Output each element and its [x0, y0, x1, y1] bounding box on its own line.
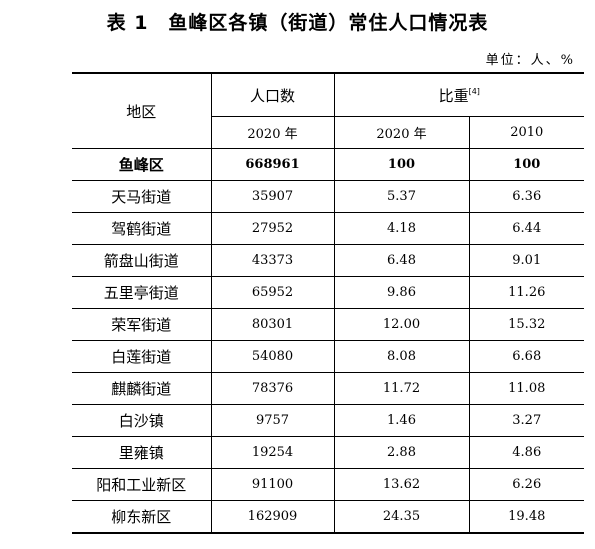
cell-share-2010: 3.27 — [468, 404, 585, 437]
cell-area: 驾鹤街道 — [72, 212, 212, 245]
table-row: 白莲街道 54080 8.08 6.68 — [72, 340, 585, 373]
cell-population: 80301 — [210, 308, 335, 341]
table-row: 白沙镇 9757 1.46 3.27 — [72, 404, 585, 437]
cell-share-2020: 5.37 — [333, 180, 470, 213]
table-row: 里雍镇 19254 2.88 4.86 — [72, 436, 585, 469]
cell-area: 麒麟街道 — [72, 372, 212, 405]
cell-share-2010: 11.08 — [468, 372, 585, 405]
header-year-2020-pop: 2020 年 — [211, 116, 335, 149]
cell-population: 43373 — [210, 244, 335, 277]
cell-share-2020: 4.18 — [333, 212, 470, 245]
cell-share-2010: 100 — [468, 148, 585, 181]
cell-share-2010: 9.01 — [468, 244, 585, 277]
header-proportion-label: 比重 — [438, 86, 469, 105]
cell-share-2010: 6.26 — [468, 468, 585, 501]
table-row: 天马街道 35907 5.37 6.36 — [72, 180, 585, 213]
cell-share-2010: 6.36 — [468, 180, 585, 213]
header-population: 人口数 — [210, 72, 335, 117]
cell-area: 里雍镇 — [72, 436, 212, 469]
cell-area: 天马街道 — [72, 180, 212, 213]
cell-share-2010: 11.26 — [468, 276, 585, 309]
table-row: 驾鹤街道 27952 4.18 6.44 — [72, 212, 585, 245]
cell-share-2010: 6.68 — [468, 340, 585, 373]
cell-population: 54080 — [210, 340, 335, 373]
cell-area: 柳东新区 — [72, 500, 212, 534]
table-row: 阳和工业新区 91100 13.62 6.26 — [72, 468, 585, 501]
cell-population: 19254 — [210, 436, 335, 469]
table-row: 荣军街道 80301 12.00 15.32 — [72, 308, 585, 341]
cell-share-2020: 13.62 — [333, 468, 470, 501]
cell-population: 65952 — [210, 276, 335, 309]
cell-share-2010: 6.44 — [468, 212, 585, 245]
cell-population: 162909 — [210, 500, 335, 534]
table-title: 表 1 鱼峰区各镇（街道）常住人口情况表 — [106, 12, 489, 34]
table-row: 五里亭街道 65952 9.86 11.26 — [72, 276, 585, 309]
cell-share-2020: 100 — [333, 148, 470, 181]
cell-population: 668961 — [210, 148, 335, 181]
header-row-2: 2020 年 2020 年 2010 — [72, 116, 585, 149]
table-row: 麒麟街道 78376 11.72 11.08 — [72, 372, 585, 405]
header-area: 地区 — [72, 72, 212, 149]
table-row: 柳东新区 162909 24.35 19.48 — [72, 500, 585, 534]
table-row: 鱼峰区 668961 100 100 — [72, 148, 585, 181]
cell-area: 鱼峰区 — [72, 148, 212, 181]
cell-share-2020: 11.72 — [333, 372, 470, 405]
cell-area: 五里亭街道 — [72, 276, 212, 309]
cell-share-2010: 4.86 — [468, 436, 585, 469]
cell-population: 9757 — [210, 404, 335, 437]
table-body: 鱼峰区 668961 100 100 天马街道 35907 5.37 6.36 驾鹤街道 2795… — [72, 148, 585, 534]
cell-area: 阳和工业新区 — [72, 468, 212, 501]
header-year-2010-share: 2010 — [468, 116, 585, 149]
cell-area: 箭盘山街道 — [72, 244, 212, 277]
cell-share-2020: 6.48 — [333, 244, 470, 277]
cell-population: 27952 — [210, 212, 335, 245]
cell-area: 白莲街道 — [72, 340, 212, 373]
header-year-2020-share: 2020 年 — [333, 116, 470, 149]
cell-share-2020: 24.35 — [333, 500, 470, 534]
cell-population: 35907 — [210, 180, 335, 213]
unit-label: 单位：人、% — [485, 53, 575, 68]
cell-population: 91100 — [210, 468, 335, 501]
cell-share-2020: 2.88 — [333, 436, 470, 469]
cell-area: 白沙镇 — [72, 404, 212, 437]
cell-share-2010: 19.48 — [468, 500, 585, 534]
header-proportion: 比重[4] — [333, 72, 585, 117]
population-table: 地区 人口数 比重[4] 2020 年 2020 年 2010 鱼峰区 66896… — [72, 72, 585, 534]
cell-share-2020: 12.00 — [333, 308, 470, 341]
cell-population: 78376 — [210, 372, 335, 405]
cell-area: 荣军街道 — [72, 308, 212, 341]
header-row-1: 地区 人口数 比重[4] — [72, 72, 585, 149]
cell-share-2020: 1.46 — [333, 404, 470, 437]
cell-share-2010: 15.32 — [468, 308, 585, 341]
table-row: 箭盘山街道 43373 6.48 9.01 — [72, 244, 585, 277]
cell-share-2020: 8.08 — [333, 340, 470, 373]
cell-share-2020: 9.86 — [333, 276, 470, 309]
footnote-ref: [4] — [468, 86, 480, 96]
